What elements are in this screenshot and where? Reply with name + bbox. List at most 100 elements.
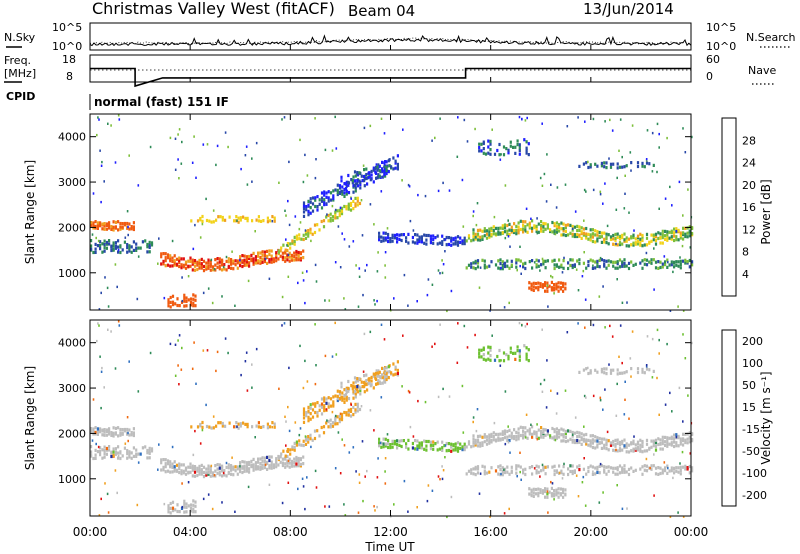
power-cell <box>664 229 667 233</box>
power-cell <box>365 173 368 177</box>
power-noise-cell <box>251 157 253 160</box>
power-cell <box>612 264 615 268</box>
velocity-cell <box>313 429 317 433</box>
power-cell <box>178 304 181 308</box>
radar-title: Christmas Valley West (fitACF) <box>92 0 335 18</box>
power-cell <box>553 222 556 226</box>
velocity-cell <box>507 354 510 358</box>
velocity-cell <box>243 467 246 471</box>
velocity-noise-cell <box>689 452 692 455</box>
velocity-cell <box>632 441 635 446</box>
power-cell <box>248 256 251 261</box>
power-cell <box>510 228 513 232</box>
power-noise-cell <box>645 158 648 161</box>
power-cell <box>237 220 240 224</box>
power-cell <box>684 258 687 262</box>
power-cell <box>496 148 499 153</box>
power-cell <box>307 231 310 236</box>
velocity-noise-cell <box>174 374 177 377</box>
power-cell <box>589 235 592 239</box>
power-cell <box>485 236 489 240</box>
power-cell <box>347 173 350 178</box>
power-noise-cell <box>536 232 539 235</box>
power-cell <box>311 202 315 206</box>
velocity-noise-cell <box>212 415 215 418</box>
velocity-cell <box>338 420 341 424</box>
power-cell <box>191 260 194 264</box>
power-cell <box>300 237 303 241</box>
velocity-cell <box>307 409 310 413</box>
power-cell <box>603 240 606 244</box>
power-cell <box>506 264 509 268</box>
velocity-cell <box>141 446 144 450</box>
velocity-cell <box>582 437 585 441</box>
velocity-cell <box>128 453 131 457</box>
velocity-cell <box>596 443 599 447</box>
power-noise-cell <box>298 227 301 231</box>
power-cell <box>221 218 224 222</box>
velocity-cell <box>322 431 326 435</box>
velocity-cell <box>630 441 633 445</box>
velocity-noise-cell <box>682 420 684 423</box>
power-noise-cell <box>158 237 160 240</box>
velocity-cell <box>200 472 203 476</box>
power-cell <box>481 237 484 241</box>
velocity-cell <box>221 424 224 428</box>
velocity-cell <box>270 463 273 467</box>
velocity-cell <box>621 468 624 472</box>
velocity-cell <box>418 441 421 445</box>
velocity-cell <box>480 348 483 352</box>
velocity-noise-cell <box>255 347 258 351</box>
power-cell <box>223 267 226 271</box>
power-cell <box>99 243 102 248</box>
power-cell <box>347 191 351 195</box>
power-noise-cell <box>357 305 360 308</box>
power-cell <box>349 208 353 212</box>
velocity-cell <box>90 427 93 431</box>
velocity-noise-cell <box>193 341 195 344</box>
power-cell <box>105 246 108 250</box>
velocity-cell <box>198 464 201 468</box>
velocity-cell <box>478 352 481 356</box>
velocity-noise-cell <box>286 450 288 453</box>
velocity-cell <box>336 398 339 403</box>
power-cell <box>307 234 310 238</box>
velocity-cell <box>559 487 562 491</box>
velocity-cell <box>528 430 531 434</box>
power-cell <box>302 206 306 210</box>
velocity-cell <box>221 421 224 426</box>
power-cell <box>472 235 475 239</box>
power-cell <box>316 208 319 212</box>
velocity-cell <box>659 447 662 451</box>
power-cell <box>212 220 215 224</box>
velocity-noise-cell <box>675 435 678 439</box>
velocity-cell <box>307 437 310 442</box>
velocity-cell <box>551 465 554 469</box>
velocity-cell <box>654 448 658 452</box>
velocity-cell <box>558 431 561 435</box>
power-cell <box>567 261 570 265</box>
velocity-noise-cell <box>493 421 496 425</box>
power-cell <box>618 165 622 169</box>
velocity-noise-cell <box>503 512 506 515</box>
power-noise-cell <box>264 257 267 260</box>
power-noise-cell <box>450 289 453 293</box>
velocity-cell <box>325 397 328 401</box>
velocity-cell <box>359 388 362 393</box>
power-noise-cell <box>616 278 618 281</box>
power-cell <box>293 242 296 246</box>
velocity-cell <box>589 369 592 373</box>
velocity-cell <box>562 491 565 495</box>
power-cell <box>257 215 260 219</box>
velocity-cell <box>347 413 350 417</box>
velocity-cell <box>485 435 489 439</box>
velocity-cell <box>372 372 375 376</box>
power-cell <box>670 263 673 267</box>
power-panel-frame <box>89 113 692 311</box>
power-cell <box>589 233 592 237</box>
power-cell <box>383 173 386 177</box>
power-cell <box>517 221 520 225</box>
velocity-cell <box>528 427 531 431</box>
velocity-noise-cell <box>437 395 440 399</box>
velocity-cell <box>522 436 525 440</box>
